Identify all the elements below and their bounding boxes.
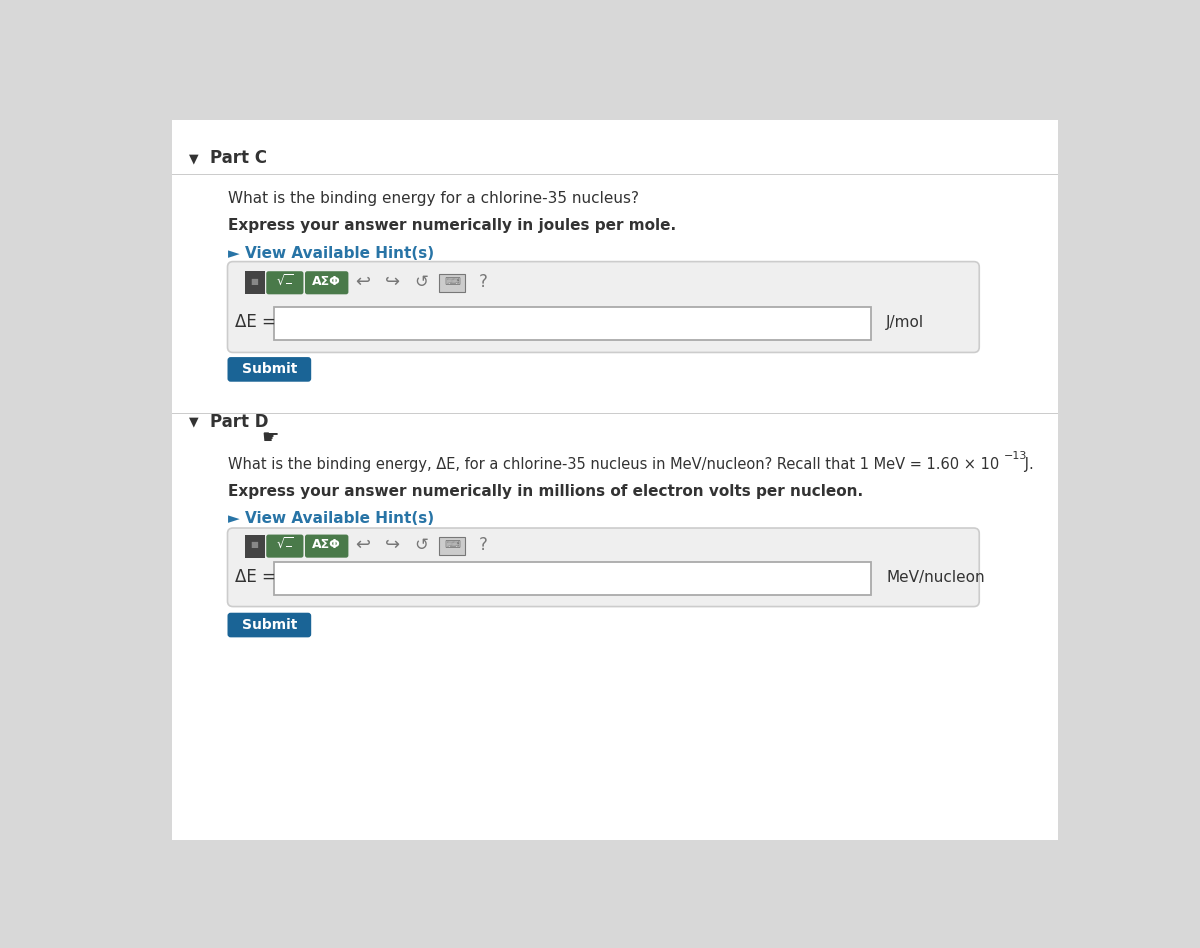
- Text: ?: ?: [479, 536, 487, 554]
- Text: AΣΦ: AΣΦ: [312, 275, 341, 288]
- Text: Express your answer numerically in millions of electron volts per nucleon.: Express your answer numerically in milli…: [228, 483, 863, 499]
- FancyBboxPatch shape: [228, 528, 979, 607]
- Bar: [172, 413, 1058, 414]
- Text: AΣΦ: AΣΦ: [312, 538, 341, 552]
- Bar: [274, 306, 871, 339]
- Bar: [172, 174, 1058, 175]
- Text: −13: −13: [1004, 451, 1027, 462]
- Text: ■: ■: [251, 540, 258, 550]
- Text: ⌨: ⌨: [444, 277, 461, 286]
- FancyBboxPatch shape: [228, 262, 979, 353]
- Text: $\sqrt{\overline{\ }}$: $\sqrt{\overline{\ }}$: [276, 537, 294, 552]
- Text: Submit: Submit: [241, 362, 298, 376]
- Text: ▼: ▼: [188, 152, 198, 165]
- FancyBboxPatch shape: [228, 612, 311, 637]
- FancyBboxPatch shape: [228, 357, 311, 382]
- Bar: [274, 561, 871, 594]
- Text: ► View Available Hint(s): ► View Available Hint(s): [228, 511, 433, 526]
- Text: ↩: ↩: [355, 536, 371, 554]
- Text: J/mol: J/mol: [887, 315, 924, 330]
- FancyBboxPatch shape: [305, 535, 348, 557]
- Text: ↺: ↺: [414, 536, 428, 554]
- FancyBboxPatch shape: [305, 271, 348, 294]
- Bar: [439, 538, 466, 555]
- Text: ▼: ▼: [188, 415, 198, 428]
- Text: ☛: ☛: [262, 428, 278, 447]
- Text: ↺: ↺: [414, 273, 428, 291]
- Text: J.: J.: [1020, 457, 1033, 471]
- Bar: [439, 274, 466, 292]
- Text: Submit: Submit: [241, 618, 298, 632]
- Text: ⌨: ⌨: [444, 540, 461, 550]
- Bar: [245, 535, 265, 557]
- Text: ► View Available Hint(s): ► View Available Hint(s): [228, 246, 433, 262]
- Text: What is the binding energy for a chlorine-35 nucleus?: What is the binding energy for a chlorin…: [228, 191, 638, 206]
- Bar: [245, 271, 265, 294]
- Text: ↪: ↪: [385, 536, 400, 554]
- Text: What is the binding energy, ΔE, for a chlorine-35 nucleus in MeV/nucleon? Recall: What is the binding energy, ΔE, for a ch…: [228, 457, 998, 471]
- Text: ↩: ↩: [355, 273, 371, 291]
- Text: ■: ■: [251, 277, 258, 286]
- FancyBboxPatch shape: [266, 271, 304, 294]
- Text: MeV/nucleon: MeV/nucleon: [887, 570, 985, 585]
- Text: ↪: ↪: [385, 273, 400, 291]
- FancyBboxPatch shape: [266, 535, 304, 557]
- Text: ?: ?: [479, 273, 487, 291]
- Text: Part D: Part D: [210, 412, 269, 430]
- Text: ΔE =: ΔE =: [235, 568, 276, 586]
- Text: Express your answer numerically in joules per mole.: Express your answer numerically in joule…: [228, 218, 676, 233]
- Text: $\sqrt{\overline{\ }}$: $\sqrt{\overline{\ }}$: [276, 273, 294, 288]
- Text: Part C: Part C: [210, 150, 268, 168]
- Text: ΔE =: ΔE =: [235, 314, 276, 332]
